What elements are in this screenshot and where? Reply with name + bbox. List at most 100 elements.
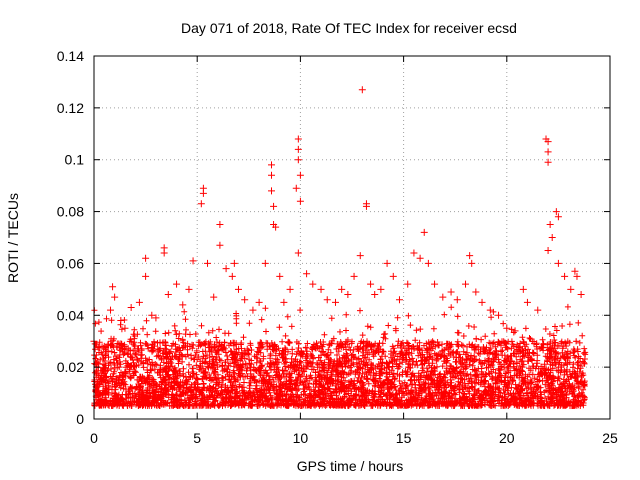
data-point bbox=[495, 311, 503, 319]
data-point bbox=[234, 285, 242, 293]
data-point bbox=[478, 298, 486, 306]
data-point bbox=[350, 272, 358, 280]
data-point bbox=[222, 265, 230, 273]
data-point bbox=[276, 272, 284, 280]
data-point bbox=[197, 200, 205, 208]
data-point bbox=[268, 171, 276, 179]
data-point bbox=[294, 249, 302, 257]
data-point bbox=[544, 138, 552, 146]
data-point bbox=[420, 228, 428, 236]
data-point bbox=[544, 246, 552, 254]
data-point bbox=[216, 241, 224, 249]
data-point bbox=[511, 327, 519, 335]
data-point bbox=[127, 304, 135, 312]
data-point bbox=[554, 259, 562, 267]
data-point bbox=[107, 306, 115, 314]
data-point bbox=[109, 283, 117, 291]
data-point bbox=[309, 280, 317, 288]
data-point bbox=[503, 324, 511, 332]
dense-points-path bbox=[91, 303, 589, 409]
data-point bbox=[148, 311, 156, 319]
y-axis-label: ROTI / TECUs bbox=[5, 193, 21, 283]
data-point bbox=[424, 259, 432, 267]
data-point bbox=[204, 259, 212, 267]
data-point bbox=[519, 285, 527, 293]
data-point bbox=[268, 161, 276, 169]
y-tick-label: 0.12 bbox=[57, 100, 84, 116]
data-point bbox=[544, 158, 552, 166]
data-point bbox=[462, 280, 470, 288]
y-tick-label: 0.14 bbox=[57, 48, 84, 64]
data-point bbox=[249, 306, 257, 314]
data-point bbox=[160, 249, 168, 257]
data-point bbox=[577, 291, 585, 299]
data-point bbox=[272, 223, 280, 231]
data-point bbox=[404, 280, 412, 288]
x-tick-label: 20 bbox=[499, 430, 515, 446]
data-point bbox=[410, 249, 418, 257]
data-point bbox=[439, 293, 447, 301]
data-point bbox=[567, 285, 575, 293]
data-point bbox=[216, 221, 224, 229]
data-point bbox=[472, 288, 480, 296]
data-point bbox=[117, 316, 125, 324]
plot-frame bbox=[93, 55, 611, 420]
data-point bbox=[210, 293, 218, 301]
data-point bbox=[389, 272, 397, 280]
data-point bbox=[261, 259, 269, 267]
y-tick-label: 0 bbox=[76, 411, 84, 427]
data-point bbox=[534, 306, 542, 314]
x-tick-label: 0 bbox=[90, 430, 98, 446]
data-point bbox=[468, 259, 476, 267]
data-point bbox=[356, 252, 364, 260]
data-point bbox=[367, 280, 375, 288]
data-point bbox=[383, 259, 391, 267]
data-point bbox=[173, 280, 181, 288]
data-point bbox=[431, 280, 439, 288]
data-point bbox=[100, 342, 108, 350]
x-axis-ticks: 0 5 10 15 20 25 bbox=[90, 56, 618, 446]
data-point bbox=[453, 296, 461, 304]
data-point bbox=[135, 298, 143, 306]
data-point bbox=[270, 202, 278, 210]
data-point bbox=[179, 301, 187, 309]
x-tick-label: 5 bbox=[193, 430, 201, 446]
data-point bbox=[228, 272, 236, 280]
y-tick-label: 0.04 bbox=[57, 307, 84, 323]
data-point bbox=[241, 296, 249, 304]
data-point bbox=[286, 285, 294, 293]
data-point bbox=[552, 208, 560, 216]
data-point bbox=[111, 293, 119, 301]
data-point bbox=[164, 291, 172, 299]
chart-title: Day 071 of 2018, Rate Of TEC Index for r… bbox=[181, 20, 517, 36]
data-points bbox=[90, 86, 585, 350]
y-tick-label: 0.1 bbox=[65, 152, 85, 168]
data-point bbox=[338, 285, 346, 293]
data-point bbox=[294, 156, 302, 164]
data-point bbox=[416, 254, 424, 262]
data-point bbox=[395, 296, 403, 304]
data-point bbox=[230, 259, 238, 267]
data-point bbox=[344, 291, 352, 299]
y-tick-label: 0.02 bbox=[57, 359, 84, 375]
data-point bbox=[292, 184, 300, 192]
data-point bbox=[142, 254, 150, 262]
data-point bbox=[331, 298, 339, 306]
dense-data-band bbox=[91, 303, 589, 409]
x-axis-label: GPS time / hours bbox=[297, 458, 404, 474]
data-point bbox=[447, 288, 455, 296]
data-point bbox=[544, 148, 552, 156]
data-point bbox=[571, 267, 579, 275]
data-point bbox=[189, 257, 197, 265]
data-point bbox=[152, 314, 160, 322]
x-tick-label: 25 bbox=[602, 430, 618, 446]
y-axis-ticks: 0 0.02 0.04 0.06 0.08 0.1 0.12 0.14 bbox=[57, 48, 610, 427]
data-point bbox=[466, 252, 474, 260]
data-point bbox=[554, 213, 562, 221]
data-point bbox=[573, 272, 581, 280]
data-point bbox=[296, 171, 304, 179]
data-point bbox=[199, 189, 207, 197]
data-point bbox=[523, 298, 531, 306]
data-point bbox=[358, 86, 366, 94]
